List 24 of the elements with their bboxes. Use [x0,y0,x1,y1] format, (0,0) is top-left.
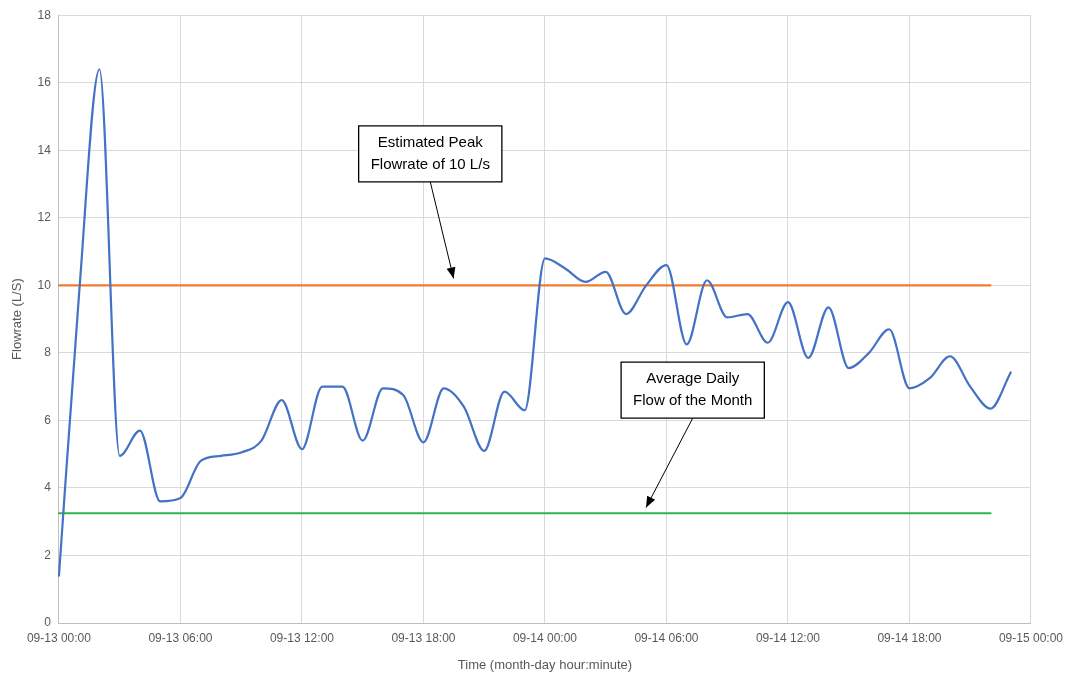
x-tick-label: 09-15 00:00 [998,630,1064,645]
x-tick-label: 09-14 12:00 [755,630,821,645]
x-tick-label: 09-13 12:00 [269,630,335,645]
x-tick-label: 09-14 00:00 [512,630,578,645]
annotation: Estimated Peak Flowrate of 10 L/s [370,132,490,172]
x-tick-label: 09-14 18:00 [877,630,942,645]
y-tick-label: 18 [37,7,52,22]
x-tick-label: 09-14 06:00 [634,630,699,645]
y-tick-label: 14 [37,142,52,157]
y-tick-label: 2 [44,547,52,562]
x-tick-label: 09-13 18:00 [391,630,456,645]
x-tick-label: 09-13 06:00 [148,630,213,645]
x-tick-label: 09-13 00:00 [26,630,92,645]
annotation: Average Daily Flow of the Month [633,369,753,409]
x-axis-title: Time (month-day hour:minute) [457,656,633,672]
y-tick-label: 16 [37,75,52,90]
y-tick-label: 10 [37,277,52,292]
y-axis-title: Flowrate (L/S) [9,278,25,360]
y-tick-label: 0 [44,615,52,630]
y-tick-label: 8 [44,345,52,360]
y-tick-label: 12 [37,210,52,225]
line-series [57,68,1012,577]
y-tick-label: 4 [44,480,52,495]
y-tick-label: 6 [44,412,52,427]
